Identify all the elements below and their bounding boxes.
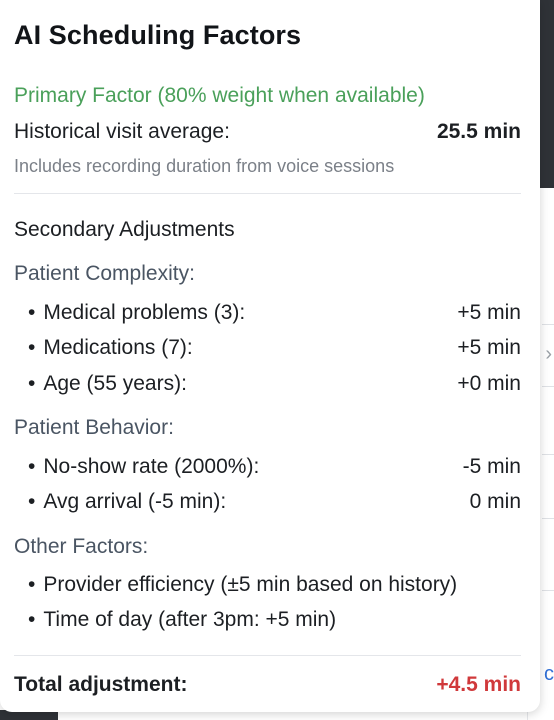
total-adjustment-label: Total adjustment:	[14, 673, 188, 696]
list-item: Avg arrival (-5 min): 0 min	[28, 490, 521, 514]
factor-label: Provider efficiency (±5 min based on his…	[28, 573, 457, 597]
historical-average-label: Historical visit average:	[14, 120, 230, 143]
group-heading-other-factors: Other Factors:	[14, 535, 149, 558]
historical-average-row: Historical visit average: 25.5 min	[14, 120, 521, 144]
divider	[14, 655, 521, 656]
background-divider	[542, 590, 554, 591]
divider	[14, 193, 521, 194]
list-item: Age (55 years): +0 min	[28, 372, 521, 396]
group-heading-patient-complexity: Patient Complexity:	[14, 262, 195, 285]
list-item: Medications (7): +5 min	[28, 336, 521, 360]
factor-label: Medical problems (3):	[28, 301, 245, 325]
list-item: Medical problems (3): +5 min	[28, 301, 521, 325]
primary-factor-heading: Primary Factor (80% weight when availabl…	[14, 84, 425, 107]
background-link-fragment[interactable]: c	[544, 663, 554, 685]
factor-label: No-show rate (2000%):	[28, 455, 259, 479]
historical-average-note: Includes recording duration from voice s…	[14, 156, 395, 176]
chevron-right-icon[interactable]: ›	[545, 343, 552, 365]
ai-scheduling-factors-popover: AI Scheduling Factors Primary Factor (80…	[0, 0, 540, 712]
background-dark-corner	[0, 710, 58, 720]
factor-label: Age (55 years):	[28, 372, 187, 396]
group-heading-patient-behavior: Patient Behavior:	[14, 416, 174, 439]
factor-label: Time of day (after 3pm: +5 min)	[28, 608, 336, 632]
factor-value: +5 min	[457, 301, 521, 324]
list-item: Time of day (after 3pm: +5 min)	[28, 608, 521, 632]
factor-value: 0 min	[469, 490, 521, 513]
factor-value: +5 min	[457, 336, 521, 359]
popover-title: AI Scheduling Factors	[14, 20, 302, 50]
list-item: Provider efficiency (±5 min based on his…	[28, 573, 521, 597]
factor-label: Medications (7):	[28, 336, 192, 360]
background-divider	[542, 386, 554, 387]
list-item: No-show rate (2000%): -5 min	[28, 455, 521, 479]
secondary-adjustments-heading: Secondary Adjustments	[14, 218, 235, 241]
factor-label: Avg arrival (-5 min):	[28, 490, 226, 514]
factor-value: +0 min	[457, 372, 521, 395]
background-divider	[542, 324, 554, 325]
total-adjustment-value: +4.5 min	[436, 673, 521, 696]
total-adjustment-row: Total adjustment: +4.5 min	[14, 673, 521, 697]
background-divider	[542, 518, 554, 519]
historical-average-value: 25.5 min	[436, 120, 521, 143]
factor-value: -5 min	[462, 455, 521, 478]
background-divider	[542, 454, 554, 455]
